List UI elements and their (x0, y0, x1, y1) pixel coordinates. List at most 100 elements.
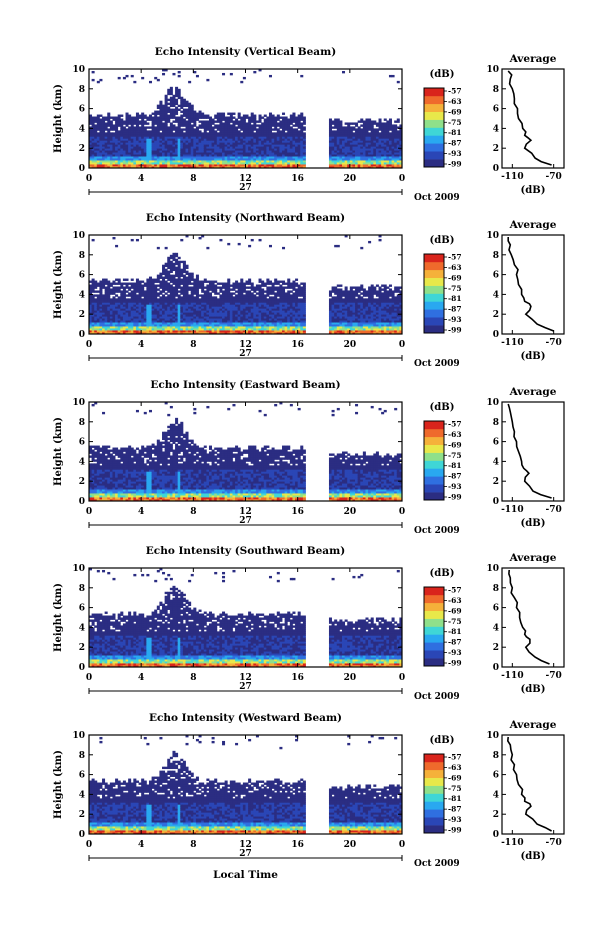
heatmap-cell (146, 160, 150, 163)
heatmap-cell (352, 144, 356, 147)
heatmap-cell (128, 128, 132, 131)
heatmap-cell (148, 132, 152, 135)
heatmap-cell (295, 130, 299, 133)
heatmap-cell (125, 144, 129, 147)
heatmap-cell (342, 146, 346, 149)
x-tick-label: 4 (138, 174, 144, 184)
heatmap-cell (130, 120, 134, 123)
heatmap-cell (339, 144, 343, 147)
heatmap-cell (203, 146, 207, 149)
heatmap-cell (175, 112, 179, 115)
heatmap-cell (159, 166, 163, 169)
heatmap-cell (394, 158, 398, 161)
heatmap-cell (138, 120, 142, 123)
heatmap-cell (96, 282, 100, 285)
profile-y-tick-label: 0 (493, 164, 499, 174)
heatmap-cell (248, 160, 252, 163)
heatmap-cell (375, 140, 379, 143)
heatmap-cell (399, 128, 403, 131)
heatmap-cell (109, 302, 113, 305)
heatmap-cell (368, 132, 372, 135)
heatmap-cell (167, 90, 171, 94)
heatmap-cell (96, 148, 100, 151)
colorbar-swatch (424, 151, 444, 160)
heatmap-cell (266, 158, 270, 161)
heatmap-cell (336, 158, 340, 161)
heatmap-cell (232, 138, 236, 141)
heatmap-cell (214, 120, 218, 123)
heatmap-cell (102, 278, 106, 281)
heatmap-cell (188, 144, 192, 147)
heatmap-cell (120, 134, 124, 137)
heatmap-cell (375, 160, 379, 163)
heatmap-cell (203, 116, 207, 119)
heatmap-cell (396, 140, 400, 143)
heatmap-cell (235, 138, 239, 141)
heatmap-cell (229, 160, 233, 163)
heatmap-cell (214, 136, 218, 139)
heatmap-cell (112, 286, 116, 289)
heatmap-cell (89, 292, 93, 295)
heatmap-cell (154, 120, 158, 123)
heatmap-cell (248, 118, 252, 121)
heatmap-cell (164, 152, 168, 155)
heatmap-cell (242, 154, 246, 157)
heatmap-cell (331, 134, 335, 137)
heatmap-cell (99, 134, 103, 137)
heatmap-cell (386, 140, 390, 143)
heatmap-cell (99, 290, 103, 293)
colorbar-swatch (424, 159, 444, 168)
heatmap-cell (146, 142, 150, 145)
heatmap-cell (297, 154, 301, 157)
heatmap-cell (245, 114, 249, 117)
heatmap-cell (185, 160, 189, 163)
heatmap-cell (141, 136, 145, 139)
heatmap-cell (342, 126, 346, 129)
heatmap-cell (297, 158, 301, 161)
heatmap-cell (109, 148, 113, 151)
heatmap-cell (388, 128, 392, 131)
heatmap-cell (167, 148, 171, 151)
heatmap-cell (378, 154, 382, 157)
heatmap-cell (99, 128, 103, 131)
heatmap-cell (99, 312, 103, 315)
heatmap-cell (342, 144, 346, 147)
heatmap-cell (180, 132, 184, 135)
heatmap-cell (349, 160, 353, 163)
heatmap-cell (128, 160, 132, 163)
heatmap-cell (214, 144, 218, 147)
heatmap-cell (177, 146, 181, 149)
heatmap-cell (180, 268, 184, 272)
heatmap-cell (109, 166, 113, 169)
heatmap-cell (297, 134, 301, 137)
heatmap-cell (156, 134, 160, 137)
heatmap-cell (381, 128, 385, 131)
heatmap-cell (282, 112, 286, 115)
heatmap-cell (109, 160, 113, 163)
heatmap-cell (284, 126, 288, 129)
heatmap-cell (297, 148, 301, 151)
heatmap-cell (284, 164, 288, 167)
heatmap-cell (349, 148, 353, 151)
heatmap-cell (99, 328, 103, 331)
heatmap-cell (125, 148, 129, 151)
heatmap-cell (391, 146, 395, 149)
heatmap-cell (258, 128, 262, 131)
heatmap-cell (386, 164, 390, 167)
heatmap-cell (175, 90, 179, 94)
heatmap-cell (91, 126, 95, 129)
heatmap-cell (216, 156, 220, 159)
heatmap-cell (164, 94, 168, 98)
heatmap-cell (355, 166, 359, 169)
heatmap-cell (164, 140, 168, 143)
heatmap-cell (360, 166, 364, 169)
heatmap-cell (250, 154, 254, 157)
heatmap-cell (289, 164, 293, 167)
heatmap-cell (135, 164, 139, 167)
heatmap-cell (188, 118, 192, 121)
heatmap-cell (235, 160, 239, 163)
heatmap-cell (339, 162, 343, 165)
heatmap-cell (378, 166, 382, 169)
heatmap-cell (240, 144, 244, 147)
heatmap-cell (138, 148, 142, 151)
